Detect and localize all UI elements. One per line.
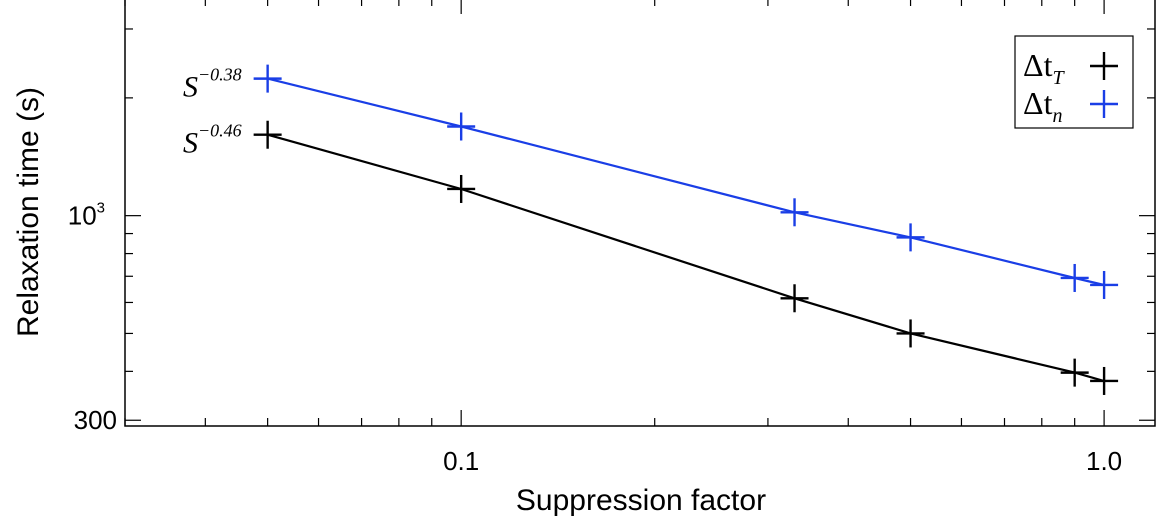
data-point xyxy=(780,284,809,313)
data-point xyxy=(780,198,809,227)
legend-box xyxy=(1014,35,1134,129)
fit-exponent: −0.38 xyxy=(198,65,242,85)
legend-marker xyxy=(1090,52,1118,80)
y-tick-labels: 300 103 xyxy=(68,200,117,436)
fit-annotation: S−0.38 xyxy=(183,65,242,104)
legend-marker xyxy=(1090,90,1118,118)
x-tick-label: 1.0 xyxy=(1086,446,1122,476)
y-tick-label: 300 xyxy=(74,405,117,435)
data-point xyxy=(1060,358,1089,387)
y-tick-label: 103 xyxy=(68,200,105,231)
y-tick-exponent: 3 xyxy=(97,200,105,217)
annotations: S−0.38 S−0.46 xyxy=(183,65,242,160)
data-point xyxy=(896,319,925,348)
legend-subscript: T xyxy=(1052,67,1065,89)
x-axis-title: Suppression factor xyxy=(516,484,766,517)
fit-annotation: S−0.46 xyxy=(183,121,242,160)
data-point xyxy=(1060,263,1089,292)
series-line xyxy=(267,133,1105,383)
x-tick-labels: 0.1 1.0 xyxy=(443,446,1122,476)
data-point xyxy=(1090,366,1119,395)
data-point xyxy=(896,223,925,252)
data-point xyxy=(253,64,282,93)
data-point xyxy=(447,112,476,141)
y-axis-title: Relaxation time (s) xyxy=(12,87,45,337)
x-tick-label: 0.1 xyxy=(443,446,479,476)
data-point xyxy=(253,120,282,149)
data-point xyxy=(447,174,476,203)
series-layer xyxy=(253,64,1119,395)
fit-exponent: −0.46 xyxy=(198,121,242,141)
series-line xyxy=(267,77,1105,287)
data-point xyxy=(1090,270,1119,299)
plot-frame xyxy=(124,0,1156,427)
legend-subscript: n xyxy=(1052,105,1062,127)
axis-ticks xyxy=(124,0,1155,426)
